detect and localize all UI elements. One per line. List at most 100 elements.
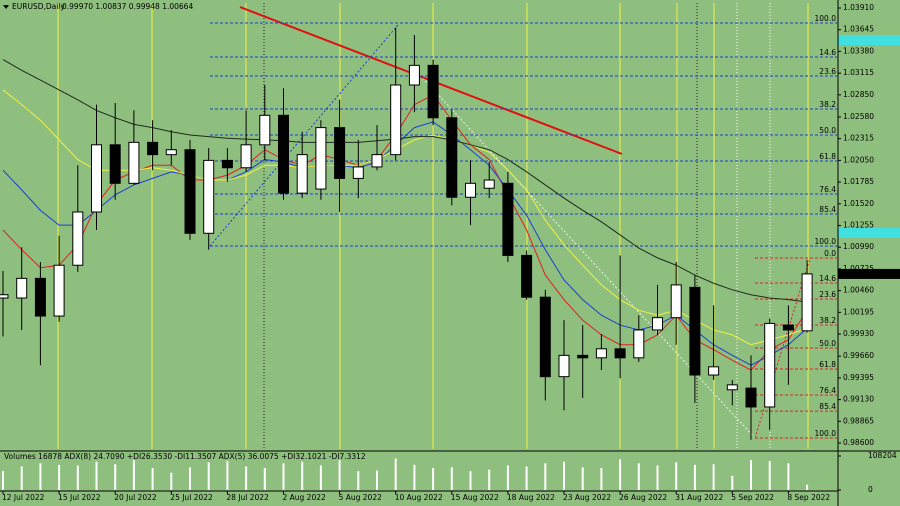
x-tick-label: 8 Sep 2022 xyxy=(787,493,830,502)
candle-body xyxy=(708,366,720,376)
fib-label: 85.4 xyxy=(819,205,836,214)
candle-body xyxy=(502,182,514,256)
candle-body xyxy=(408,64,420,86)
fib-label: 76.4 xyxy=(819,185,836,194)
candle-body xyxy=(128,141,140,184)
candle-body xyxy=(16,277,28,299)
y-tick-label: 1.02050 xyxy=(843,155,874,164)
layout-lines xyxy=(57,3,811,449)
fib-label: 61.8 xyxy=(819,360,836,369)
candle-body xyxy=(91,144,102,213)
fib-label: 23.6 xyxy=(819,67,836,76)
candle-body xyxy=(334,127,346,179)
fib-label: 100.0 xyxy=(815,429,837,438)
candle-body xyxy=(147,141,159,156)
x-tick-label: 18 Aug 2022 xyxy=(507,493,555,502)
y-tick-label: 1.03380 xyxy=(843,46,874,55)
y-tick-label: 1.03645 xyxy=(843,25,874,34)
x-tick-label: 31 Aug 2022 xyxy=(675,493,723,502)
fib-label: 38.2 xyxy=(819,100,836,109)
x-tick-label: 26 Aug 2022 xyxy=(619,493,667,502)
x-tick-label: 5 Aug 2022 xyxy=(339,493,382,502)
candle-body xyxy=(764,322,776,408)
fib-label: 14.6 xyxy=(819,48,836,57)
price-highlight xyxy=(838,228,900,238)
candle-body xyxy=(595,348,607,359)
ohlc-text: 0.99970 1.00837 0.99948 1.00664 xyxy=(62,2,193,11)
candle-body xyxy=(221,159,233,169)
current-price-label: 1.00664 xyxy=(843,269,874,278)
fib-label: 50.0 xyxy=(819,126,836,135)
candle-body xyxy=(577,354,589,359)
candle-body xyxy=(34,277,46,317)
fib-label: 61.8 xyxy=(819,152,836,161)
candle-body xyxy=(352,166,364,179)
y-tick-label: 1.01520 xyxy=(843,199,874,208)
menu-icon[interactable] xyxy=(3,5,9,9)
candle-body xyxy=(165,149,177,156)
x-tick-label: 2 Aug 2022 xyxy=(283,493,326,502)
candle-body xyxy=(614,348,626,359)
x-tick-label: 15 Aug 2022 xyxy=(451,493,499,502)
candle-body xyxy=(465,182,476,198)
y-tick-label: 1.02580 xyxy=(843,112,874,121)
y-tick-label: 1.02850 xyxy=(843,90,874,99)
y-tick-label: 1.00725 xyxy=(843,264,874,273)
candle-body xyxy=(446,117,458,198)
y-tick-label: 0.98865 xyxy=(843,416,874,425)
candle-body xyxy=(184,149,196,234)
fib-diagonal xyxy=(754,257,811,439)
candle-body xyxy=(801,273,813,332)
fib-label: 14.6 xyxy=(819,274,836,283)
x-tick-label: 10 Aug 2022 xyxy=(395,493,443,502)
candle-body xyxy=(521,254,533,298)
fib-diagonal xyxy=(209,24,399,247)
candle-body xyxy=(539,296,551,378)
candle-body xyxy=(240,144,252,169)
candle-body xyxy=(726,384,738,391)
candle-body xyxy=(0,294,9,299)
y-tick-label: 0.99395 xyxy=(843,373,874,382)
y-tick-label: 0.98600 xyxy=(843,438,874,447)
x-tick-label: 5 Sep 2022 xyxy=(731,493,774,502)
candle-body xyxy=(427,64,439,119)
x-tick-label: 23 Aug 2022 xyxy=(563,493,611,502)
y-tick-label: 1.01255 xyxy=(843,221,874,230)
fib-label: 76.4 xyxy=(819,386,836,395)
fib-label: 85.4 xyxy=(819,402,836,411)
candle-body xyxy=(259,114,271,146)
y-tick-label: 1.03115 xyxy=(843,68,874,77)
y-tick-label: 1.02315 xyxy=(843,134,874,143)
candle-body xyxy=(745,387,757,408)
y-tick-label: 0.99660 xyxy=(843,351,874,360)
fib-label: 100.0 xyxy=(815,14,837,23)
y-tick-label: 1.03910 xyxy=(843,3,874,12)
candle-body xyxy=(371,154,383,168)
x-tick-label: 12 Jul 2022 xyxy=(2,493,45,502)
x-tick-label: 25 Jul 2022 xyxy=(170,493,213,502)
fib-label: 100.0 xyxy=(815,237,837,246)
candle-body xyxy=(652,317,663,331)
fib-label: 38.2 xyxy=(819,316,836,325)
candle-body xyxy=(278,114,289,194)
candle-body xyxy=(72,211,84,266)
candle-body xyxy=(782,324,794,331)
candle-body xyxy=(390,84,402,156)
candle-body xyxy=(203,159,215,234)
y-tick-label: 1.01785 xyxy=(843,177,874,186)
indicator-text: Volumes 16878 ADX(8) 24.7090 +DI26.3530 … xyxy=(4,452,366,461)
volume-tick-label: 108204 xyxy=(868,451,897,460)
fib-label: 23.6 xyxy=(819,290,836,299)
candle-body xyxy=(53,264,65,317)
candle-body xyxy=(483,179,495,189)
fib-label: 50.0 xyxy=(819,339,836,348)
volume-tick-label: 0 xyxy=(868,485,873,494)
x-tick-label: 15 Jul 2022 xyxy=(58,493,101,502)
y-tick-label: 1.00990 xyxy=(843,242,874,251)
candle-body xyxy=(315,127,327,190)
candle-body xyxy=(670,284,682,319)
current-price-box xyxy=(838,268,900,279)
price-highlight xyxy=(838,35,900,45)
